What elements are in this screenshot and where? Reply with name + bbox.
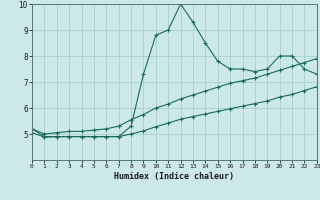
X-axis label: Humidex (Indice chaleur): Humidex (Indice chaleur)	[115, 172, 234, 181]
